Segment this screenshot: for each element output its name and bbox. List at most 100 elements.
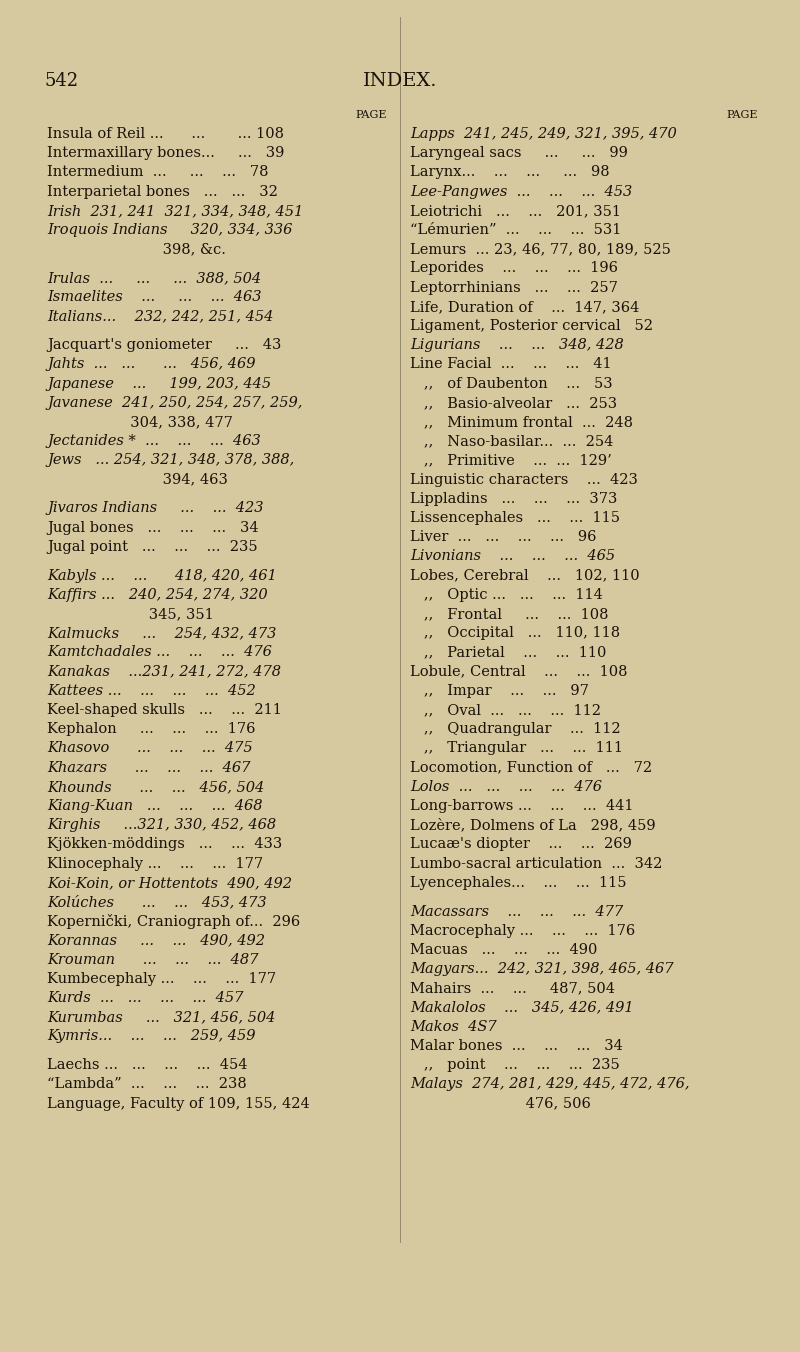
Text: Irulas  ...     ...     ...  388, 504: Irulas ... ... ... 388, 504 — [47, 270, 261, 285]
Text: 304, 338, 477: 304, 338, 477 — [47, 415, 233, 429]
Text: Intermaxillary bones...     ...   39: Intermaxillary bones... ... 39 — [47, 146, 284, 160]
Text: Lippladins   ...    ...    ...  373: Lippladins ... ... ... 373 — [410, 492, 618, 506]
Text: Kattees ...    ...    ...    ...  452: Kattees ... ... ... ... 452 — [47, 684, 256, 698]
Text: ,,   Basio-alveolar   ...  253: ,, Basio-alveolar ... 253 — [410, 396, 617, 410]
Text: Jivaros Indians     ...    ...  423: Jivaros Indians ... ... 423 — [47, 502, 263, 515]
Text: Magyars...  242, 321, 398, 465, 467: Magyars... 242, 321, 398, 465, 467 — [410, 963, 674, 976]
Text: Kymris...    ...    ...   259, 459: Kymris... ... ... 259, 459 — [47, 1029, 255, 1044]
Text: Khounds      ...    ...   456, 504: Khounds ... ... 456, 504 — [47, 780, 264, 794]
Text: Malar bones  ...    ...    ...   34: Malar bones ... ... ... 34 — [410, 1038, 623, 1053]
Text: PAGE: PAGE — [355, 110, 386, 120]
Text: Macuas   ...    ...    ...  490: Macuas ... ... ... 490 — [410, 942, 598, 957]
Text: “Lémurien”  ...    ...    ...  531: “Lémurien” ... ... ... 531 — [410, 223, 622, 237]
Text: Kephalon     ...    ...    ...  176: Kephalon ... ... ... 176 — [47, 722, 255, 737]
Text: ,,   Quadrangular    ...  112: ,, Quadrangular ... 112 — [410, 722, 621, 737]
Text: Leporides    ...    ...    ...  196: Leporides ... ... ... 196 — [410, 261, 618, 276]
Text: Jahts  ...   ...      ...   456, 469: Jahts ... ... ... 456, 469 — [47, 357, 255, 372]
Text: Lissencephales   ...    ...  115: Lissencephales ... ... 115 — [410, 511, 620, 525]
Text: Leptorrhinians   ...    ...  257: Leptorrhinians ... ... 257 — [410, 281, 618, 295]
Text: Krouman      ...    ...    ...  487: Krouman ... ... ... 487 — [47, 953, 258, 967]
Text: Jugal point   ...    ...    ...  235: Jugal point ... ... ... 235 — [47, 539, 258, 554]
Text: Liver  ...   ...    ...    ...   96: Liver ... ... ... ... 96 — [410, 530, 597, 545]
Text: Insula of Reil ...      ...       ... 108: Insula of Reil ... ... ... 108 — [47, 127, 284, 141]
Text: Ismaelites    ...     ...    ...  463: Ismaelites ... ... ... 463 — [47, 291, 262, 304]
Text: 345, 351: 345, 351 — [47, 607, 214, 621]
Text: ,,   Triangular   ...    ...  111: ,, Triangular ... ... 111 — [410, 741, 623, 756]
Text: Livonians    ...    ...    ...  465: Livonians ... ... ... 465 — [410, 549, 615, 564]
Text: 394, 463: 394, 463 — [47, 473, 228, 487]
Text: Korannas     ...    ...   490, 492: Korannas ... ... 490, 492 — [47, 933, 265, 948]
Text: Koi-Koin, or Hottentots  490, 492: Koi-Koin, or Hottentots 490, 492 — [47, 876, 292, 890]
Text: ,,   Parietal    ...    ...  110: ,, Parietal ... ... 110 — [410, 645, 606, 660]
Text: Lozère, Dolmens of La   298, 459: Lozère, Dolmens of La 298, 459 — [410, 818, 656, 833]
Text: Lobes, Cerebral    ...   102, 110: Lobes, Cerebral ... 102, 110 — [410, 569, 640, 583]
Text: Mahairs  ...    ...     487, 504: Mahairs ... ... 487, 504 — [410, 982, 615, 995]
Text: INDEX.: INDEX. — [362, 72, 438, 91]
Text: Language, Faculty of 109, 155, 424: Language, Faculty of 109, 155, 424 — [47, 1096, 310, 1110]
Text: Javanese  241, 250, 254, 257, 259,: Javanese 241, 250, 254, 257, 259, — [47, 396, 302, 410]
Text: Iroquois Indians     320, 334, 336: Iroquois Indians 320, 334, 336 — [47, 223, 292, 237]
Text: Malays  274, 281, 429, 445, 472, 476,: Malays 274, 281, 429, 445, 472, 476, — [410, 1078, 690, 1091]
Text: Jugal bones   ...    ...    ...   34: Jugal bones ... ... ... 34 — [47, 521, 258, 534]
Text: ,,   Primitive    ...  ...  129’: ,, Primitive ... ... 129’ — [410, 453, 612, 468]
Text: 476, 506: 476, 506 — [410, 1096, 591, 1110]
Text: Kopernički, Craniograph of...  296: Kopernički, Craniograph of... 296 — [47, 914, 300, 929]
Text: ,,   Occipital   ...   110, 118: ,, Occipital ... 110, 118 — [410, 626, 620, 641]
Text: Kurumbas     ...   321, 456, 504: Kurumbas ... 321, 456, 504 — [47, 1010, 275, 1025]
Text: Lumbo-sacral articulation  ...  342: Lumbo-sacral articulation ... 342 — [410, 857, 662, 871]
Text: ,,   Frontal     ...    ...  108: ,, Frontal ... ... 108 — [410, 607, 609, 621]
Text: Line Facial  ...    ...    ...   41: Line Facial ... ... ... 41 — [410, 357, 612, 372]
Text: Jews   ... 254, 321, 348, 378, 388,: Jews ... 254, 321, 348, 378, 388, — [47, 453, 294, 468]
Text: Kabyls ...    ...      418, 420, 461: Kabyls ... ... 418, 420, 461 — [47, 569, 277, 583]
Text: ,,   Impar    ...    ...   97: ,, Impar ... ... 97 — [410, 684, 589, 698]
Text: Kurds  ...   ...    ...    ...  457: Kurds ... ... ... ... 457 — [47, 991, 243, 1005]
Text: Keel-shaped skulls   ...    ...  211: Keel-shaped skulls ... ... 211 — [47, 703, 282, 717]
Text: Irish  231, 241  321, 334, 348, 451: Irish 231, 241 321, 334, 348, 451 — [47, 204, 303, 218]
Text: Interparietal bones   ...   ...   32: Interparietal bones ... ... 32 — [47, 185, 278, 199]
Text: Kirghis     ...321, 330, 452, 468: Kirghis ...321, 330, 452, 468 — [47, 818, 276, 833]
Text: Lapps  241, 245, 249, 321, 395, 470: Lapps 241, 245, 249, 321, 395, 470 — [410, 127, 677, 141]
Text: Kalmucks     ...    254, 432, 473: Kalmucks ... 254, 432, 473 — [47, 626, 276, 641]
Text: Khazars      ...    ...    ...  467: Khazars ... ... ... 467 — [47, 761, 250, 775]
Text: Jectanides *  ...    ...    ...  463: Jectanides * ... ... ... 463 — [47, 434, 261, 449]
Text: Lemurs  ... 23, 46, 77, 80, 189, 525: Lemurs ... 23, 46, 77, 80, 189, 525 — [410, 242, 671, 256]
Text: Kanakas    ...231, 241, 272, 478: Kanakas ...231, 241, 272, 478 — [47, 665, 281, 679]
Text: ,,   point    ...    ...    ...  235: ,, point ... ... ... 235 — [410, 1059, 620, 1072]
Text: Long-barrows ...    ...    ...  441: Long-barrows ... ... ... 441 — [410, 799, 634, 813]
Text: ,,   Optic ...   ...    ...  114: ,, Optic ... ... ... 114 — [410, 588, 603, 602]
Text: Kaffirs ...   240, 254, 274, 320: Kaffirs ... 240, 254, 274, 320 — [47, 588, 268, 602]
Text: Japanese    ...     199, 203, 445: Japanese ... 199, 203, 445 — [47, 377, 271, 391]
Text: Jacquart's goniometer     ...   43: Jacquart's goniometer ... 43 — [47, 338, 282, 353]
Text: 398, &c.: 398, &c. — [47, 242, 226, 256]
Text: Makos  4S7: Makos 4S7 — [410, 1019, 497, 1034]
Text: Kjökken-möddings   ...    ...  433: Kjökken-möddings ... ... 433 — [47, 837, 282, 852]
Text: Life, Duration of    ...  147, 364: Life, Duration of ... 147, 364 — [410, 300, 639, 314]
Text: Ligament, Posterior cervical   52: Ligament, Posterior cervical 52 — [410, 319, 653, 333]
Text: ,,   Oval  ...   ...    ...  112: ,, Oval ... ... ... 112 — [410, 703, 601, 717]
Text: Lyencephales...    ...    ...  115: Lyencephales... ... ... 115 — [410, 876, 626, 890]
Text: Leiotrichi   ...    ...   201, 351: Leiotrichi ... ... 201, 351 — [410, 204, 621, 218]
Text: Macassars    ...    ...    ...  477: Macassars ... ... ... 477 — [410, 904, 623, 918]
Text: ,,   Minimum frontal  ...  248: ,, Minimum frontal ... 248 — [410, 415, 633, 429]
Text: Lobule, Central    ...    ...  108: Lobule, Central ... ... 108 — [410, 665, 627, 679]
Text: Intermedium  ...     ...    ...   78: Intermedium ... ... ... 78 — [47, 165, 269, 180]
Text: Macrocephaly ...    ...    ...  176: Macrocephaly ... ... ... 176 — [410, 923, 635, 938]
Text: Kiang-Kuan   ...    ...    ...  468: Kiang-Kuan ... ... ... 468 — [47, 799, 262, 813]
Text: Kolúches      ...    ...   453, 473: Kolúches ... ... 453, 473 — [47, 895, 266, 909]
Text: “Lambda”  ...    ...    ...  238: “Lambda” ... ... ... 238 — [47, 1078, 246, 1091]
Text: Ligurians    ...    ...   348, 428: Ligurians ... ... 348, 428 — [410, 338, 624, 353]
Text: Kamtchadales ...    ...    ...  476: Kamtchadales ... ... ... 476 — [47, 645, 272, 660]
Text: Laechs ...   ...    ...    ...  454: Laechs ... ... ... ... 454 — [47, 1059, 247, 1072]
Text: Makalolos    ...   345, 426, 491: Makalolos ... 345, 426, 491 — [410, 1000, 634, 1014]
Text: Lucaæ's diopter    ...    ...  269: Lucaæ's diopter ... ... 269 — [410, 837, 632, 852]
Text: Khasovo      ...    ...    ...  475: Khasovo ... ... ... 475 — [47, 741, 253, 756]
Text: Lee-Pangwes  ...    ...    ...  453: Lee-Pangwes ... ... ... 453 — [410, 185, 632, 199]
Text: 542: 542 — [45, 72, 79, 91]
Text: Linguistic characters    ...  423: Linguistic characters ... 423 — [410, 473, 638, 487]
Text: Klinocephaly ...    ...    ...  177: Klinocephaly ... ... ... 177 — [47, 857, 263, 871]
Text: Locomotion, Function of   ...   72: Locomotion, Function of ... 72 — [410, 761, 652, 775]
Text: ,,   of Daubenton    ...   53: ,, of Daubenton ... 53 — [410, 377, 613, 391]
Text: Italians...    232, 242, 251, 454: Italians... 232, 242, 251, 454 — [47, 310, 274, 323]
Text: PAGE: PAGE — [726, 110, 758, 120]
Text: Kumbecephaly ...    ...    ...  177: Kumbecephaly ... ... ... 177 — [47, 972, 276, 986]
